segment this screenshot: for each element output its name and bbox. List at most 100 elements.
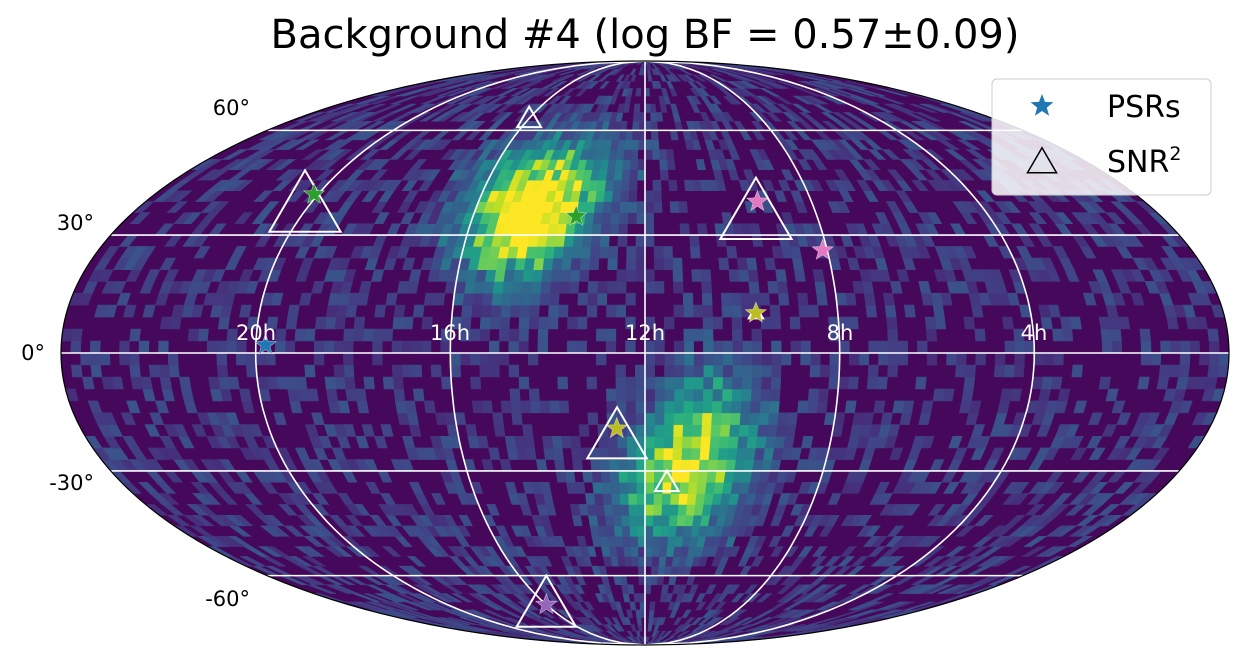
- heatmap-cell: [731, 316, 743, 330]
- heatmap-cell: [554, 459, 566, 472]
- heatmap-cell: [633, 593, 641, 603]
- heatmap-cell: [726, 447, 738, 460]
- heatmap-cell: [518, 328, 529, 342]
- heatmap-cell: [654, 412, 665, 425]
- heatmap-cell: [436, 88, 464, 97]
- heatmap-cell: [740, 388, 752, 402]
- graticule-meridian: [449, 60, 646, 646]
- heatmap-cell: [342, 352, 354, 366]
- heatmap-cell: [683, 352, 694, 366]
- heatmap-cell: [402, 436, 416, 449]
- heatmap-cell: [567, 316, 578, 330]
- heatmap-cell: [852, 412, 865, 425]
- heatmap-cell: [971, 304, 984, 318]
- heatmap-cell: [89, 340, 101, 354]
- heatmap-cell: [1100, 328, 1113, 342]
- heatmap-cell: [191, 424, 208, 437]
- heatmap-cell: [673, 536, 684, 547]
- heatmap-cell: [635, 246, 646, 259]
- ra-tick-label: 8h: [827, 321, 854, 345]
- heatmap-cell: [644, 364, 656, 378]
- heatmap-cell: [488, 340, 500, 354]
- heatmap-cell: [751, 340, 763, 354]
- heatmap-cell: [365, 601, 396, 611]
- heatmap-cell: [558, 400, 570, 414]
- heatmap-cell: [628, 514, 638, 527]
- heatmap-cell: [680, 459, 691, 472]
- heatmap-cell: [90, 364, 103, 378]
- heatmap-cell: [721, 584, 735, 594]
- heatmap-cell: [628, 190, 638, 202]
- heatmap-cell: [469, 328, 481, 342]
- heatmap-cell: [313, 340, 325, 354]
- pulsar-star-marker: [254, 333, 277, 355]
- heatmap-cell: [596, 292, 608, 306]
- heatmap-cell: [334, 376, 346, 390]
- heatmap-cell: [363, 593, 391, 603]
- heatmap-cell: [775, 269, 787, 282]
- heatmap-cell: [488, 352, 500, 366]
- heatmap-cell: [447, 617, 478, 625]
- heatmap-cell: [682, 400, 694, 414]
- heatmap-cell: [618, 212, 629, 225]
- heatmap-cell: [672, 424, 684, 437]
- heatmap-cell: [801, 436, 814, 449]
- heatmap-cell: [435, 412, 448, 425]
- heatmap-cell: [276, 376, 288, 390]
- heatmap-cell: [827, 493, 842, 505]
- heatmap-cell: [350, 246, 365, 259]
- heatmap-cell: [580, 246, 591, 259]
- heatmap-cell: [634, 376, 646, 390]
- heatmap-cell: [610, 636, 626, 643]
- heatmap-cell: [635, 388, 646, 402]
- heatmap-cell: [809, 81, 839, 89]
- heatmap-cell: [770, 364, 782, 378]
- heatmap-cell: [471, 81, 499, 89]
- heatmap-cell: [519, 304, 531, 318]
- heatmap-cell: [589, 246, 601, 259]
- heatmap-cell: [1086, 436, 1103, 449]
- heatmap-cell: [471, 292, 484, 306]
- heatmap-cell: [323, 340, 335, 354]
- heatmap-cell: [94, 304, 108, 318]
- heatmap-cell: [396, 593, 422, 603]
- heatmap-cell: [619, 504, 630, 516]
- heatmap-cell: [365, 481, 381, 494]
- heatmap-cell: [711, 400, 723, 414]
- heatmap-cell: [638, 565, 646, 576]
- heatmap-cell: [858, 352, 870, 366]
- heatmap-cell: [615, 74, 625, 82]
- heatmap-cell: [654, 400, 665, 414]
- heatmap-cell: [798, 112, 818, 122]
- heatmap-cell: [522, 481, 535, 494]
- heatmap-cell: [549, 81, 568, 89]
- heatmap-cell: [363, 376, 375, 390]
- heatmap-cell: [635, 257, 646, 270]
- heatmap-cell: [528, 316, 540, 330]
- heatmap-cell: [414, 201, 430, 213]
- heatmap-cell: [362, 328, 374, 342]
- heatmap-cell: [313, 352, 325, 366]
- heatmap-cell: [186, 504, 209, 516]
- heatmap-cell: [720, 412, 732, 425]
- heatmap-cell: [627, 212, 637, 225]
- heatmap-cell: [731, 364, 743, 378]
- heatmap-cell: [644, 61, 663, 65]
- heatmap-cell: [932, 304, 945, 318]
- heatmap-cell: [158, 364, 171, 378]
- chart-title: Background #4 (log BF = 0.57±0.09): [271, 12, 1020, 58]
- heatmap-cell: [617, 223, 628, 236]
- snr-triangle-marker: [514, 573, 578, 628]
- heatmap-cell: [741, 376, 753, 390]
- heatmap-cell: [848, 584, 872, 594]
- heatmap-cell: [234, 212, 254, 225]
- heatmap-cell: [548, 400, 560, 414]
- heatmap-cell: [576, 340, 587, 354]
- heatmap-cell: [480, 304, 492, 318]
- heatmap-cell: [70, 340, 82, 354]
- heatmap-cell: [489, 364, 500, 378]
- heatmap-cell: [568, 281, 580, 294]
- heatmap-cell: [619, 190, 630, 202]
- heatmap-cell: [391, 340, 403, 354]
- heatmap-cell: [216, 364, 229, 378]
